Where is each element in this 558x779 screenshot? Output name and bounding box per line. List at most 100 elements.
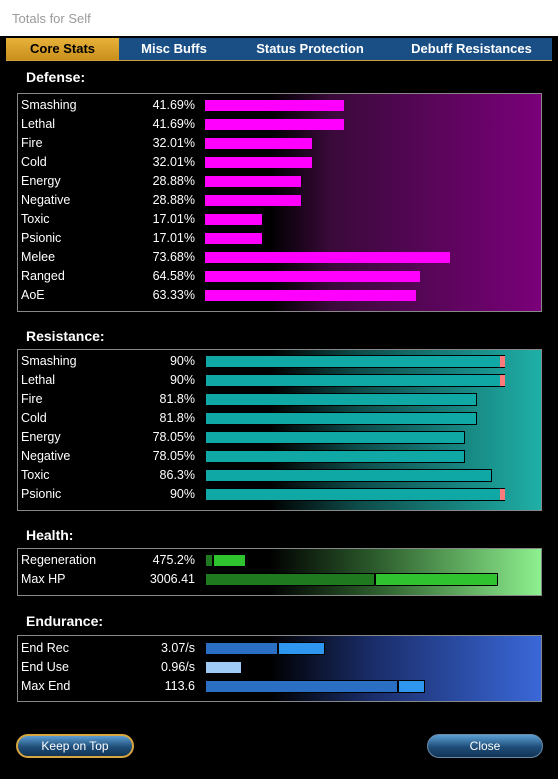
health-base-bar: [205, 554, 213, 567]
defense-label: Energy: [21, 174, 61, 188]
endurance-value: 0.96/s: [160, 660, 195, 674]
resistance-label: Psionic: [21, 487, 62, 501]
defense-row: Cold 32.01%: [18, 153, 541, 172]
resistance-label: Energy: [21, 430, 61, 444]
resistance-bar: [205, 488, 505, 501]
resistance-bar: [205, 450, 465, 463]
resistance-value: 90%: [169, 487, 195, 501]
endurance-base-bar: [205, 680, 398, 693]
resistance-label: Cold: [21, 411, 47, 425]
defense-value: 28.88%: [152, 193, 195, 207]
health-bonus-bar: [375, 573, 498, 586]
defense-row: Melee 73.68%: [18, 248, 541, 267]
resistance-row: Toxic 86.3%: [18, 466, 541, 485]
resistance-bar: [205, 355, 505, 368]
resistance-bar: [205, 412, 477, 425]
defense-value: 28.88%: [152, 174, 195, 188]
health-value: 3006.41: [149, 572, 195, 586]
defense-bar: [205, 119, 344, 130]
defense-bar: [205, 252, 450, 263]
health-label: Max HP: [21, 572, 66, 586]
defense-row: AoE 63.33%: [18, 286, 541, 305]
endurance-row: Max End 113.6: [18, 677, 541, 696]
defense-label: AoE: [21, 288, 45, 302]
resistance-value: 86.3%: [159, 468, 195, 482]
defense-label: Fire: [21, 136, 43, 150]
defense-label: Cold: [21, 155, 47, 169]
tab-status-protection[interactable]: Status Protection: [256, 41, 364, 56]
defense-row: Smashing 41.69%: [18, 96, 541, 115]
health-value: 475.2%: [152, 553, 195, 567]
health-bonus-bar: [213, 554, 246, 567]
defense-row: Ranged 64.58%: [18, 267, 541, 286]
health-panel: Regeneration 475.2% Max HP 3006.41: [17, 548, 542, 596]
defense-value: 32.01%: [152, 136, 195, 150]
endurance-title: Endurance:: [26, 613, 104, 629]
resistance-cap-marker: [500, 356, 505, 367]
resistance-title: Resistance:: [26, 328, 105, 344]
close-button[interactable]: Close: [427, 734, 543, 758]
defense-bar: [205, 195, 301, 206]
defense-value: 41.69%: [152, 98, 195, 112]
resistance-value: 81.8%: [159, 411, 195, 425]
defense-label: Toxic: [21, 212, 50, 226]
resistance-row: Cold 81.8%: [18, 409, 541, 428]
defense-title: Defense:: [26, 69, 86, 85]
resistance-value: 90%: [169, 354, 195, 368]
endurance-label: Max End: [21, 679, 71, 693]
defense-label: Melee: [21, 250, 56, 264]
resistance-row: Lethal 90%: [18, 371, 541, 390]
health-row: Max HP 3006.41: [18, 570, 541, 589]
resistance-cap-marker: [500, 489, 505, 500]
resistance-cap-marker: [500, 375, 505, 386]
defense-bar: [205, 214, 262, 225]
defense-row: Negative 28.88%: [18, 191, 541, 210]
defense-row: Lethal 41.69%: [18, 115, 541, 134]
resistance-bar: [205, 393, 477, 406]
defense-bar: [205, 271, 420, 282]
defense-bar: [205, 157, 312, 168]
defense-bar: [205, 138, 312, 149]
endurance-panel: End Rec 3.07/s End Use 0.96/s Max End 113.6: [17, 635, 542, 702]
defense-label: Ranged: [21, 269, 65, 283]
resistance-label: Fire: [21, 392, 43, 406]
defense-value: 17.01%: [152, 231, 195, 245]
resistance-row: Energy 78.05%: [18, 428, 541, 447]
defense-bar: [205, 100, 344, 111]
endurance-label: End Use: [21, 660, 69, 674]
defense-bar: [205, 290, 416, 301]
resistance-value: 78.05%: [152, 430, 195, 444]
defense-row: Psionic 17.01%: [18, 229, 541, 248]
defense-label: Negative: [21, 193, 71, 207]
defense-row: Toxic 17.01%: [18, 210, 541, 229]
endurance-bonus-bar: [278, 642, 325, 655]
resistance-value: 81.8%: [159, 392, 195, 406]
tab-debuff-resistances[interactable]: Debuff Resistances: [411, 41, 532, 56]
keep-on-top-button[interactable]: Keep on Top: [16, 734, 134, 758]
tab-core-stats[interactable]: Core Stats: [6, 38, 119, 60]
defense-label: Smashing: [21, 98, 77, 112]
window-title: Totals for Self: [12, 11, 91, 26]
resistance-label: Negative: [21, 449, 71, 463]
endurance-bonus-bar: [398, 680, 425, 693]
title-bar: Totals for Self: [0, 0, 558, 36]
health-label: Regeneration: [21, 553, 97, 567]
defense-value: 73.68%: [152, 250, 195, 264]
resistance-row: Psionic 90%: [18, 485, 541, 504]
defense-panel: Smashing 41.69% Lethal 41.69% Fire 32.01% Cold…: [17, 93, 542, 312]
defense-value: 64.58%: [152, 269, 195, 283]
tab-bar: Core Stats Misc Buffs Status Protection …: [6, 38, 552, 61]
resistance-row: Smashing 90%: [18, 352, 541, 371]
defense-value: 41.69%: [152, 117, 195, 131]
resistance-row: Fire 81.8%: [18, 390, 541, 409]
endurance-row: End Rec 3.07/s: [18, 639, 541, 658]
health-base-bar: [205, 573, 375, 586]
resistance-bar: [205, 469, 492, 482]
tab-misc-buffs[interactable]: Misc Buffs: [141, 41, 207, 56]
defense-row: Fire 32.01%: [18, 134, 541, 153]
resistance-label: Toxic: [21, 468, 50, 482]
defense-label: Lethal: [21, 117, 56, 131]
endurance-value: 3.07/s: [160, 641, 195, 655]
defense-value: 32.01%: [152, 155, 195, 169]
endurance-base-bar: [205, 642, 278, 655]
